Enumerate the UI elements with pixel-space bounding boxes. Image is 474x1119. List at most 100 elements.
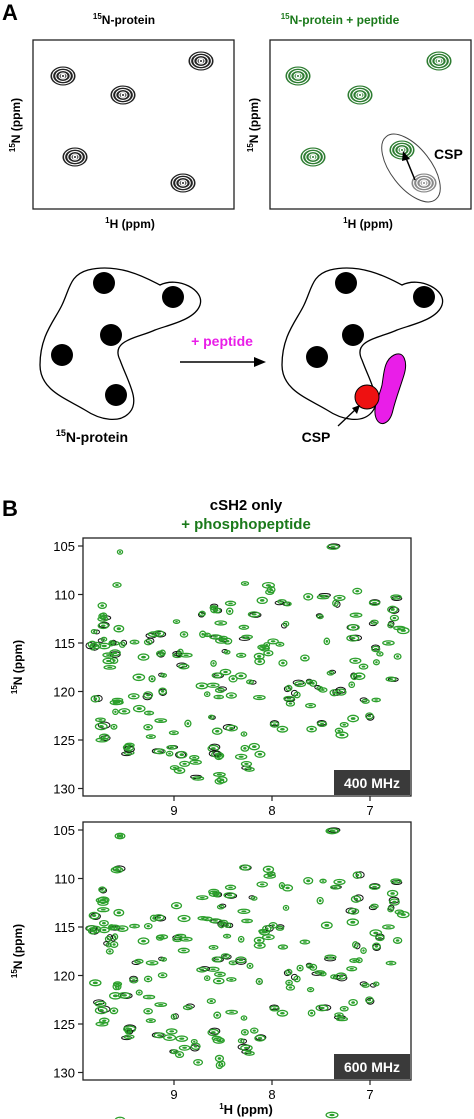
hsqc-peak	[359, 697, 370, 704]
hsqc-peak	[98, 926, 110, 934]
legend-phosphopeptide: + phosphopeptide	[181, 516, 311, 533]
hsqc-peak	[269, 720, 280, 728]
hsqc-peak	[265, 589, 275, 596]
hsqc-peak	[94, 721, 111, 731]
hsqc-peak	[97, 636, 108, 643]
hsqc-peak	[350, 894, 364, 903]
hsqc-peak	[158, 956, 168, 962]
spectrum-600-y-label: 15N (ppm)	[10, 924, 25, 978]
hsqc-peak	[387, 605, 400, 614]
hsqc-peak	[109, 1007, 119, 1015]
hsqc-peak	[368, 883, 381, 890]
contour-peak	[170, 173, 196, 193]
hsqc-peak	[118, 639, 128, 648]
hsqc-peak	[109, 992, 122, 1000]
hsqc-peak	[292, 679, 307, 688]
hsqc-peak	[213, 1011, 222, 1019]
hsqc-peak	[189, 759, 202, 765]
hsqc-peak	[382, 640, 395, 646]
hsqc-peak	[277, 944, 289, 950]
contour-peak	[411, 173, 437, 193]
hsqc-peak	[108, 639, 117, 647]
hsqc-peak	[305, 678, 314, 685]
hsqc-peak	[145, 631, 160, 639]
hsqc-peak	[132, 673, 146, 682]
spectrum-600-axes: 105 110 115 120 125 130 9 8 7	[53, 823, 373, 1102]
hsqc-peak	[278, 659, 288, 667]
hsqc-peak	[237, 935, 245, 943]
hsqc-peak	[214, 620, 228, 626]
hsqc-peak	[319, 878, 327, 884]
hsqc-peak	[143, 922, 153, 930]
hsqc-peak	[248, 742, 260, 751]
hsqc-peak	[213, 750, 225, 760]
hsqc-peak	[203, 975, 211, 982]
hsqc-peak	[239, 864, 252, 871]
hsqc-peak	[112, 981, 123, 987]
spectrum-400-y-label: 15N (ppm)	[10, 640, 25, 694]
hsqc-peak	[196, 895, 209, 901]
hsqc-peak	[225, 692, 237, 699]
hsqc-peak	[210, 606, 218, 614]
hsqc-peak	[159, 649, 166, 657]
hsqc-peak	[116, 549, 124, 555]
hsqc-peak	[306, 987, 315, 993]
y-tick-label: 130	[53, 782, 75, 797]
hsqc-peak	[334, 727, 344, 734]
hsqc-peak	[190, 774, 205, 781]
protein-apo-label: 15N-protein	[56, 428, 128, 445]
hsqc-peak	[222, 933, 232, 939]
panel-label-a: A	[2, 0, 18, 25]
hsqc-peak	[95, 737, 109, 743]
hsqc-peak	[226, 977, 237, 982]
hsqc-peak	[112, 582, 122, 588]
hsqc-peak	[261, 934, 275, 941]
hsqc-peak	[349, 612, 363, 618]
hsqc-peak	[285, 979, 293, 986]
hsqc-peak	[98, 886, 108, 894]
hsqc-peak	[170, 1013, 179, 1020]
hsqc-peak	[211, 956, 224, 963]
hsqc-peak	[390, 878, 403, 885]
hsqc-peak	[323, 637, 331, 646]
hsqc-peak	[300, 654, 310, 662]
hsqc-peak	[385, 960, 397, 966]
hsqc-peak	[346, 634, 363, 642]
hsqc-peak	[158, 687, 168, 696]
hsqc-peak	[283, 968, 293, 977]
hsqc-peak	[372, 659, 380, 666]
hsqc-peak	[195, 682, 209, 690]
hsqc-peak	[211, 672, 224, 679]
y-tick-label: 110	[54, 588, 75, 603]
hsqc-peak	[339, 721, 349, 728]
hsqc-peak	[346, 918, 360, 927]
hsqc-peak	[99, 919, 109, 927]
hsqc-peak	[154, 718, 168, 723]
hsqc-peak	[158, 672, 168, 678]
hsqc-peak	[129, 639, 140, 645]
csp-site-dot	[354, 384, 380, 410]
hsqc-peak	[110, 723, 118, 730]
hsqc-peak	[135, 989, 143, 996]
hsqc-peak	[275, 641, 285, 647]
hsqc-peak	[316, 593, 331, 600]
hsqc-peak	[269, 1004, 280, 1012]
left-spectrum-frame	[32, 39, 235, 210]
hsqc-peak	[306, 725, 317, 733]
hsqc-peak	[326, 827, 341, 834]
hsqc-peak	[387, 904, 395, 913]
hsqc-peak	[216, 1037, 224, 1043]
hsqc-peak	[201, 916, 213, 922]
hsqc-peak	[299, 939, 311, 945]
hsqc-peak	[137, 937, 150, 945]
hsqc-peak	[330, 884, 342, 890]
hsqc-peak	[332, 599, 341, 608]
hsqc-peak	[214, 686, 227, 694]
hsqc-peak	[235, 956, 247, 965]
hsqc-peak	[368, 619, 379, 627]
hsqc-peak	[203, 632, 211, 638]
spectrum-400-frame	[82, 537, 412, 797]
hsqc-peak	[90, 628, 100, 635]
hsqc-peak	[389, 614, 400, 622]
hsqc-peak	[240, 1029, 249, 1036]
